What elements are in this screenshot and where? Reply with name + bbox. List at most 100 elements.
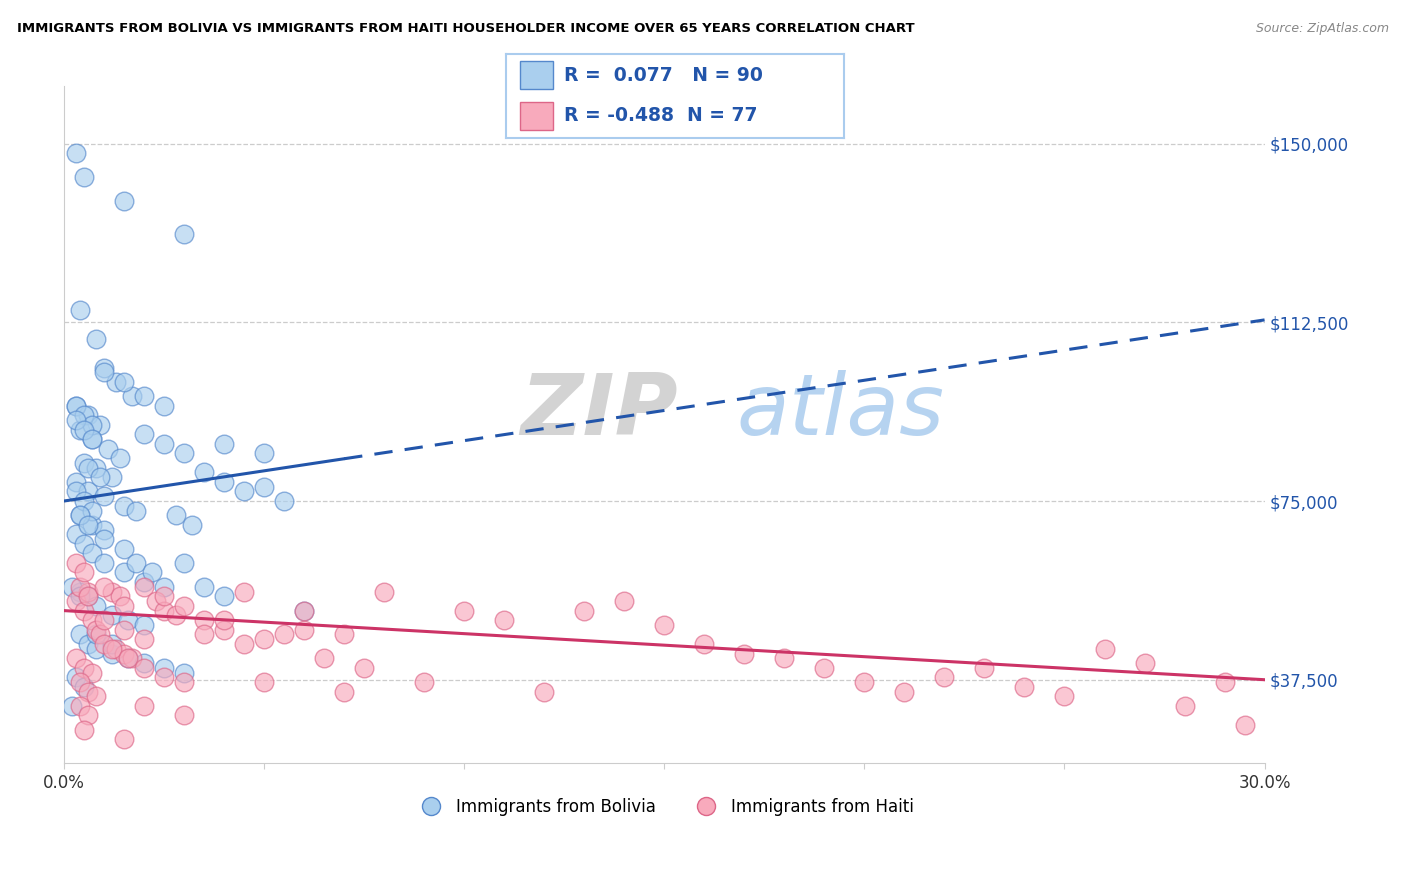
Point [132, 698, 155, 713]
Point [80, 517, 103, 532]
Point [153, 580, 176, 594]
Point [893, 684, 915, 698]
Point [65, 527, 87, 541]
Point [65, 399, 87, 413]
Point [173, 599, 195, 613]
Point [153, 661, 176, 675]
Point [973, 661, 995, 675]
Point [253, 632, 276, 647]
Point [132, 618, 155, 632]
Point [165, 508, 187, 523]
Point [69, 580, 91, 594]
Point [292, 604, 315, 618]
Point [60, 698, 83, 713]
Point [65, 594, 87, 608]
Point [80, 432, 103, 446]
Point [73, 537, 96, 551]
Point [193, 580, 215, 594]
Point [73, 723, 96, 737]
Point [93, 613, 115, 627]
Point [93, 360, 115, 375]
Point [934, 670, 956, 684]
Point [80, 546, 103, 560]
Point [69, 584, 91, 599]
Text: ZIP: ZIP [520, 369, 678, 453]
Point [1213, 675, 1236, 690]
Text: atlas: atlas [737, 369, 945, 453]
Point [69, 627, 91, 641]
Point [112, 599, 135, 613]
Point [84, 690, 107, 704]
Point [84, 627, 107, 641]
Point [77, 484, 100, 499]
Point [93, 489, 115, 503]
Point [253, 480, 276, 494]
Point [132, 389, 155, 403]
Point [73, 566, 96, 580]
Point [93, 580, 115, 594]
Point [60, 580, 83, 594]
Point [574, 604, 596, 618]
Point [65, 651, 87, 665]
Point [533, 684, 555, 698]
Point [80, 503, 103, 517]
Point [112, 375, 135, 389]
Point [89, 417, 111, 432]
Point [153, 399, 176, 413]
Point [65, 475, 87, 489]
Point [173, 227, 195, 241]
Point [77, 637, 100, 651]
Point [121, 389, 143, 403]
Point [65, 146, 87, 161]
Point [212, 623, 235, 637]
Point [65, 670, 87, 684]
Point [84, 460, 107, 475]
Point [101, 470, 124, 484]
Point [212, 590, 235, 604]
Text: Source: ZipAtlas.com: Source: ZipAtlas.com [1256, 22, 1389, 36]
Point [93, 365, 115, 379]
Point [93, 532, 115, 546]
Point [117, 613, 139, 627]
Point [77, 584, 100, 599]
Point [373, 584, 395, 599]
Point [69, 508, 91, 523]
Point [69, 675, 91, 690]
Point [89, 627, 111, 641]
Point [125, 503, 148, 517]
Point [84, 623, 107, 637]
Point [77, 590, 100, 604]
Point [101, 647, 124, 661]
Point [145, 594, 167, 608]
Point [813, 661, 835, 675]
Point [65, 413, 87, 427]
Point [165, 608, 187, 623]
Point [1233, 718, 1256, 732]
Point [233, 484, 256, 499]
Point [292, 623, 315, 637]
Point [212, 437, 235, 451]
Point [73, 494, 96, 508]
Point [108, 451, 131, 466]
Point [153, 604, 176, 618]
Point [253, 675, 276, 690]
Point [84, 599, 107, 613]
Point [333, 684, 356, 698]
Point [413, 675, 436, 690]
Point [273, 494, 295, 508]
Point [153, 670, 176, 684]
Point [77, 408, 100, 422]
Point [117, 651, 139, 665]
Point [193, 627, 215, 641]
Point [693, 637, 716, 651]
Point [193, 466, 215, 480]
Point [73, 408, 96, 422]
Text: R =  0.077   N = 90: R = 0.077 N = 90 [564, 66, 762, 85]
Point [173, 708, 195, 723]
Point [652, 618, 675, 632]
Point [1014, 680, 1036, 694]
Point [117, 651, 139, 665]
Point [80, 432, 103, 446]
Text: R = -0.488  N = 77: R = -0.488 N = 77 [564, 106, 756, 125]
Point [65, 399, 87, 413]
